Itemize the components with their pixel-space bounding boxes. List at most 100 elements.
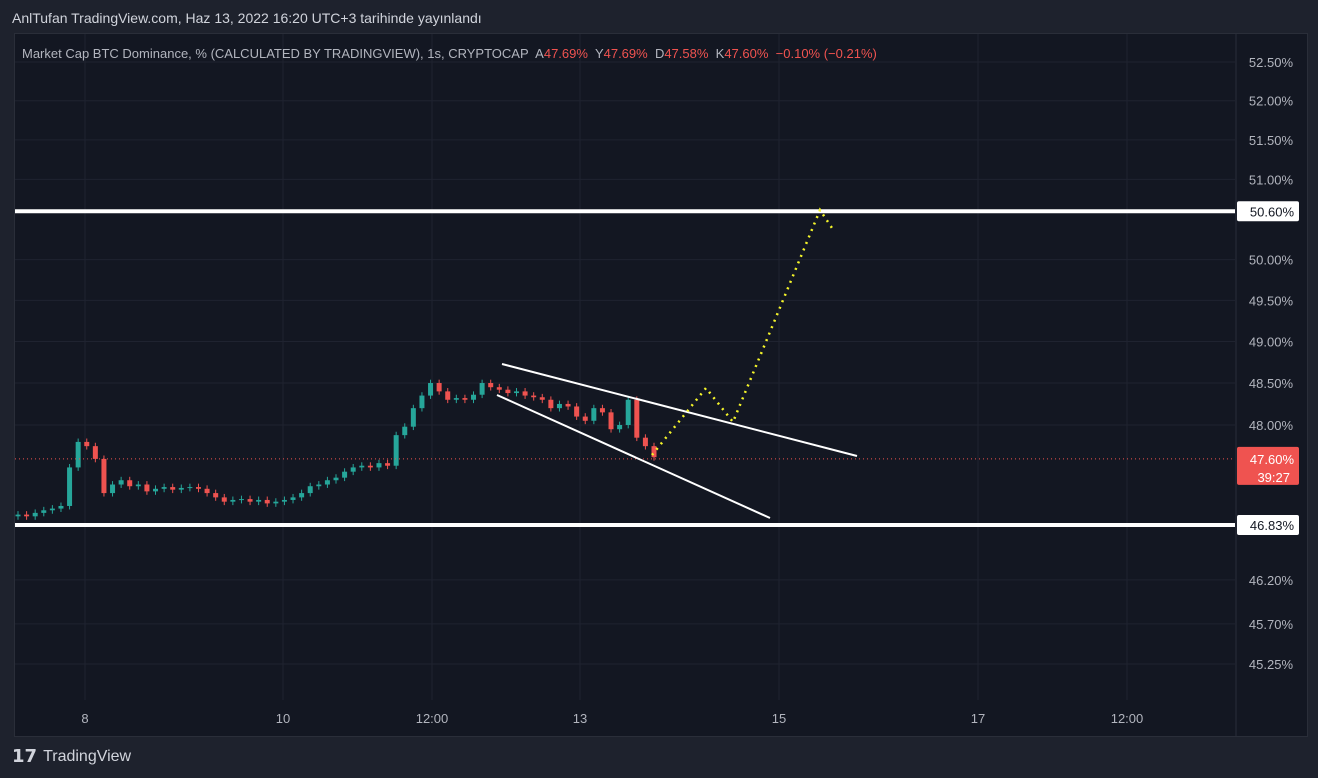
candle-body	[92, 446, 98, 459]
candle-body	[58, 505, 64, 509]
candle-body	[393, 435, 399, 466]
open-value: 47.69%	[543, 46, 588, 61]
candle-body	[565, 403, 571, 407]
price-tick-label: 50.00%	[1249, 253, 1294, 268]
candle-body	[410, 408, 416, 427]
candle-body	[428, 383, 434, 396]
level-label-box	[1237, 514, 1299, 535]
candle-body	[582, 416, 588, 421]
candle-body	[161, 487, 167, 489]
time-tick-label: 10	[276, 711, 290, 726]
candle-body	[24, 514, 30, 517]
candle-body	[324, 480, 330, 485]
price-tick-label: 46.20%	[1249, 573, 1294, 588]
price-tick-label: 49.00%	[1249, 334, 1294, 349]
time-tick-label: 8	[81, 711, 88, 726]
candle-body	[264, 499, 270, 504]
candle-body	[625, 399, 631, 425]
candle-body	[49, 508, 55, 511]
candle-body	[591, 408, 597, 421]
candle-body	[273, 501, 279, 504]
candle-body	[453, 398, 459, 400]
high-value: 47.69%	[603, 46, 648, 61]
candle-body	[445, 391, 451, 400]
tv-logo-icon: 𝟭𝟳	[12, 746, 38, 766]
time-tick-label: 17	[971, 711, 985, 726]
candle-body	[153, 488, 159, 492]
brand-name: TradingView	[43, 747, 132, 765]
bar-countdown: 39:27	[1257, 470, 1290, 485]
candle-body	[599, 408, 605, 413]
candle-body	[67, 467, 73, 506]
candle-body	[187, 487, 193, 489]
candle-body	[307, 486, 313, 494]
candle-body	[204, 488, 210, 494]
candle-body	[350, 467, 356, 472]
candle-body	[556, 403, 562, 409]
candle-body	[118, 480, 124, 485]
candle-body	[462, 398, 468, 400]
close-label: K	[715, 46, 725, 61]
candle-body	[144, 484, 150, 492]
candle-body	[488, 383, 494, 388]
candle-body	[513, 391, 519, 394]
open-label: A	[535, 46, 544, 61]
candle-body	[617, 425, 623, 430]
candle-body	[178, 487, 184, 490]
chart-frame[interactable]	[14, 33, 1308, 737]
candle-body	[419, 395, 425, 409]
candle-body	[15, 514, 21, 517]
candle-body	[342, 471, 348, 478]
time-tick-label: 13	[573, 711, 587, 726]
projection-path	[651, 207, 834, 456]
last-price-box	[1237, 446, 1299, 485]
level-label: 50.60%	[1250, 204, 1295, 219]
candle-body	[505, 389, 511, 394]
price-tick-label: 48.00%	[1249, 418, 1294, 433]
wedge-upper-trendline	[501, 363, 858, 457]
last-price-label: 47.60%	[1250, 452, 1295, 467]
candle-body	[281, 499, 287, 502]
candle-body	[84, 441, 90, 447]
price-tick-label: 52.00%	[1249, 94, 1294, 109]
candle-body	[290, 497, 296, 500]
candle-body	[496, 387, 502, 390]
candle-body	[238, 499, 244, 501]
candle-body	[75, 441, 81, 468]
low-value: 47.58%	[664, 46, 709, 61]
time-tick-label: 12:00	[416, 711, 449, 726]
candle-body	[333, 477, 339, 481]
level-label-box	[1237, 201, 1299, 222]
candle-body	[247, 499, 253, 502]
price-tick-label: 51.50%	[1249, 133, 1294, 148]
price-tick-label: 51.00%	[1249, 172, 1294, 187]
candle-body	[359, 465, 365, 468]
candle-body	[135, 484, 141, 487]
price-tick-label: 48.50%	[1249, 376, 1294, 391]
tradingview-logo[interactable]: 𝟭𝟳 TradingView	[12, 746, 131, 767]
low-label: D	[654, 46, 665, 61]
candle-body	[634, 399, 640, 438]
candle-body	[385, 463, 391, 466]
level-label: 46.83%	[1250, 518, 1295, 533]
change-value: −0.10% (−0.21%)	[775, 46, 877, 61]
time-tick-label: 15	[772, 711, 786, 726]
high-label: Y	[594, 46, 604, 61]
candle-body	[539, 397, 545, 400]
candle-body	[436, 383, 442, 392]
candle-body	[479, 383, 485, 395]
publish-info: AnlTufan TradingView.com, Haz 13, 2022 1…	[12, 10, 482, 26]
candle-body	[221, 497, 227, 502]
symbol-name: Market Cap BTC Dominance, % (CALCULATED …	[22, 46, 529, 61]
price-tick-label: 49.50%	[1249, 293, 1294, 308]
candle-body	[574, 406, 580, 417]
candle-body	[127, 480, 133, 487]
candle-body	[522, 391, 528, 396]
candle-body	[471, 394, 477, 400]
candle-body	[41, 510, 47, 513]
candle-body	[531, 395, 537, 398]
candle-body	[230, 499, 236, 502]
wedge-lower-trendline	[496, 394, 771, 519]
candle-body	[32, 512, 38, 517]
